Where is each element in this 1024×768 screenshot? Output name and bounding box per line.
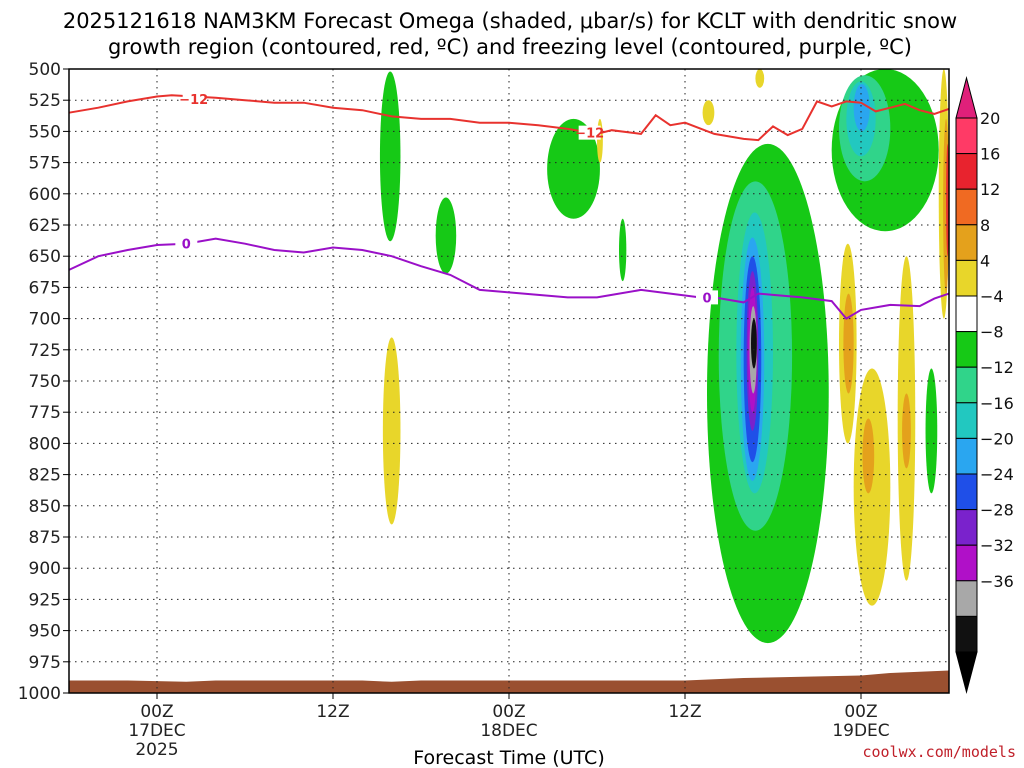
y-tick-label: 725 <box>29 341 61 361</box>
omega-shade-region <box>862 418 875 494</box>
y-tick-label: 625 <box>29 216 61 236</box>
y-tick-label: 650 <box>29 247 61 267</box>
omega-shade-region <box>751 318 757 369</box>
y-tick-label: 850 <box>29 497 61 517</box>
omega-shade-region <box>702 100 715 126</box>
colorbar-label: 12 <box>980 180 1000 199</box>
axes: 500 525 550 575 600 625 650 675 700 725 750 775 800 8… <box>18 60 950 760</box>
chart-title-line-2: growth region (contoured, red, ºC) and f… <box>108 35 912 59</box>
colorbar-swatch <box>955 437 978 475</box>
colorbar-label: −12 <box>980 358 1014 377</box>
colorbar-top-arrow <box>955 76 978 119</box>
colorbar-swatch <box>955 544 978 582</box>
colorbar-swatch <box>955 117 978 155</box>
colorbar-swatch <box>955 402 978 439</box>
y-tick-label: 775 <box>29 403 61 423</box>
colorbar-label: −36 <box>980 572 1014 591</box>
omega-shade-region <box>547 118 600 219</box>
x-tick-label: 00Z <box>844 702 877 722</box>
omega-shade-region <box>755 69 765 88</box>
x-tick-label: 12Z <box>316 702 349 722</box>
freezing-level-contour <box>68 237 950 320</box>
colorbar-swatch <box>955 188 978 226</box>
colorbar-swatch <box>955 473 978 511</box>
dgz-contour-label: −12 <box>575 127 604 142</box>
omega-shade-region <box>435 197 457 274</box>
x-tick-date-label: 17DEC <box>128 721 185 741</box>
y-tick-label: 800 <box>29 434 61 454</box>
colorbar-swatch <box>955 509 978 546</box>
y-tick-label: 950 <box>29 622 61 642</box>
omega-shade-region <box>925 368 938 494</box>
y-tick-label: 525 <box>29 91 61 111</box>
x-tick-year-label: 2025 <box>135 740 178 760</box>
y-tick-label: 875 <box>29 528 61 548</box>
colorbar-label: 8 <box>980 216 990 235</box>
omega-shade-region <box>379 71 401 242</box>
y-tick-label: 1000 <box>18 684 61 704</box>
y-tick-label: 500 <box>29 60 61 80</box>
colorbar-label: −24 <box>980 465 1014 484</box>
colorbar-swatch <box>955 580 978 617</box>
credit-link[interactable]: coolwx.com/models <box>862 743 1016 761</box>
freezing-level-contour-label: 0 <box>702 291 711 306</box>
omega-shade-region <box>853 368 891 606</box>
dgz-contour-label-bg <box>578 125 601 140</box>
colorbar-swatch <box>955 331 978 368</box>
colorbar-bottom-arrow <box>955 651 978 694</box>
x-tick-label: 12Z <box>668 702 701 722</box>
y-tick-label: 550 <box>29 122 61 142</box>
x-tick-date-label: 18DEC <box>480 721 537 741</box>
omega-shade-region <box>853 83 870 132</box>
colorbar-label: −16 <box>980 394 1014 413</box>
colorbar: 20 16 12 8 4 −4 −8 −12 −16 −20 −24 −28 −32 −36 <box>955 76 1014 694</box>
colorbar-label: 16 <box>980 145 1000 164</box>
freezing-level-contour-label-bg <box>696 290 718 305</box>
colorbar-label: 20 <box>980 109 1000 128</box>
colorbar-swatch <box>955 615 978 653</box>
plot-area: −12 −12 0 0 <box>68 68 950 693</box>
y-tick-label: 750 <box>29 372 61 392</box>
dgz-contour <box>68 94 950 142</box>
omega-shade-region <box>902 393 911 469</box>
y-tick-label: 700 <box>29 310 61 330</box>
x-tick-label: 00Z <box>140 702 173 722</box>
y-tick-label: 600 <box>29 185 61 205</box>
y-tick-label: 675 <box>29 278 61 298</box>
y-tick-label: 575 <box>29 154 61 174</box>
colorbar-label: −20 <box>980 429 1014 448</box>
x-tick-date-label: 19DEC <box>832 721 889 741</box>
x-axis-title: Forecast Time (UTC) <box>413 747 604 768</box>
dgz-contour-label: −12 <box>179 93 208 108</box>
dgz-contour-label-bg <box>182 91 205 106</box>
colorbar-swatch <box>955 259 978 297</box>
colorbar-swatch <box>955 153 978 190</box>
omega-shade-region <box>843 293 854 394</box>
colorbar-label: 4 <box>980 251 990 270</box>
chart-title-line-1: 2025121618 NAM3KM Forecast Omega (shaded… <box>63 9 957 33</box>
colorbar-label: −32 <box>980 536 1014 555</box>
omega-shade-region <box>619 218 627 282</box>
freezing-level-contour-label: 0 <box>182 238 191 253</box>
y-tick-label: 975 <box>29 653 61 673</box>
x-tick-label: 00Z <box>492 702 525 722</box>
colorbar-label: −4 <box>980 287 1004 306</box>
y-tick-label: 925 <box>29 590 61 610</box>
y-tick-label: 825 <box>29 466 61 486</box>
colorbar-label: −8 <box>980 323 1004 342</box>
omega-shade-region <box>382 337 401 525</box>
colorbar-label: −28 <box>980 501 1014 520</box>
colorbar-swatch <box>955 224 978 261</box>
y-tick-label: 900 <box>29 559 61 579</box>
freezing-level-contour-label-bg <box>175 236 198 251</box>
colorbar-swatch <box>955 295 978 333</box>
colorbar-swatch <box>955 366 978 404</box>
